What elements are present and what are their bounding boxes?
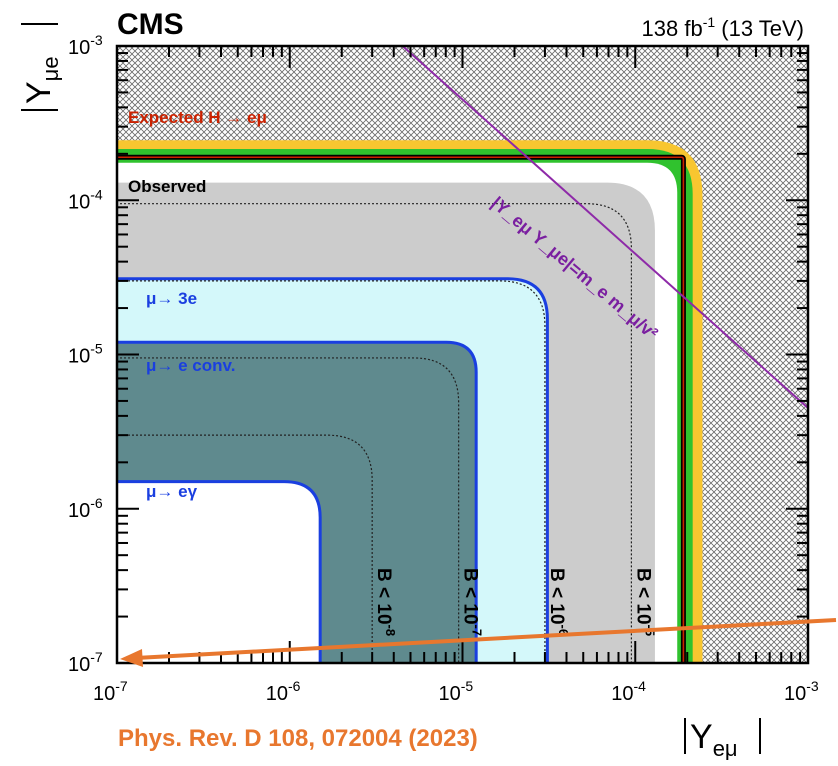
svg-text:Yeμ: Yeμ (690, 718, 738, 761)
y-tick-label: 10-3 (68, 32, 103, 59)
br-contour-0 (117, 434, 373, 663)
x-tick-label: 10-5 (439, 678, 474, 705)
expected-label: Expected H → eμ (128, 108, 267, 127)
svg-text:138 fb-1 (13 TeV): 138 fb-1 (13 TeV) (642, 14, 804, 41)
svg-text:B < 10-8: B < 10-8 (373, 568, 398, 636)
expected-limit-line (117, 156, 685, 663)
br-label-0: B < 10-8 (373, 568, 398, 636)
x-axis-label: Yeμ (684, 718, 761, 761)
axis-ticks (116, 45, 809, 664)
svg-text:B < 10-6: B < 10-6 (546, 568, 571, 636)
br-label-2: B < 10-6 (546, 568, 571, 636)
tick-labels: 10-7 10-6 10-5 10-4 10-3 10-7 10-6 10-5 10-4 10-3 (68, 32, 819, 705)
x-tick-label: 10-4 (611, 678, 646, 705)
y-tick-label: 10-4 (68, 186, 103, 213)
mu-e-gamma-label: μ→ eγ (146, 482, 198, 501)
y-tick-label: 10-7 (68, 649, 103, 676)
y-tick-label: 10-6 (68, 495, 103, 522)
br-contour-1 (117, 357, 460, 663)
y-tick-label: 10-5 (68, 341, 103, 368)
br-contour-3 (117, 203, 633, 663)
x-tick-label: 10-6 (266, 678, 301, 705)
region-edge-3 (117, 480, 322, 663)
svg-text:Yμe: Yμe (20, 56, 63, 104)
observed-label: Observed (128, 177, 206, 196)
y-axis-label: Yμe (20, 23, 63, 111)
svg-text:B < 10-7: B < 10-7 (460, 568, 485, 636)
experiment-label: CMS (117, 8, 184, 41)
mu-3e-label: μ→ 3e (146, 289, 197, 308)
x-tick-label: 10-3 (784, 678, 819, 705)
plot-area (117, 46, 808, 663)
origin-arrow (120, 618, 837, 667)
region-3 (117, 481, 321, 663)
lumi-label: 138 fb-1 (13 TeV) (642, 14, 804, 41)
naturalness-line (401, 46, 808, 409)
br-label-1: B < 10-7 (460, 568, 485, 636)
region-edge-2 (117, 340, 478, 663)
x-tick-label: 10-7 (93, 678, 128, 705)
region-edge-1 (117, 277, 549, 663)
mu-e-conv-label: μ→ e conv. (146, 356, 235, 375)
reference-citation: Phys. Rev. D 108, 072004 (2023) (118, 725, 478, 752)
br-contour-2 (117, 280, 546, 663)
